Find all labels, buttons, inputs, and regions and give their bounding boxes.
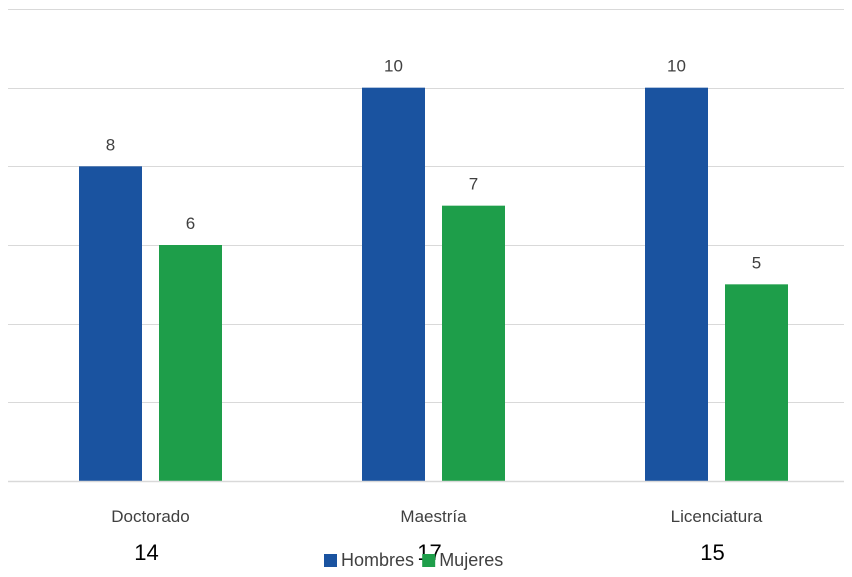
data-label-mujeres-doctorado: 6 — [186, 214, 195, 233]
bars — [79, 87, 788, 482]
bar-hombres-licenciatura — [645, 87, 708, 482]
bar-mujeres-doctorado — [159, 245, 222, 481]
bar-hombres-doctorado — [79, 166, 142, 482]
data-label-hombres-doctorado: 8 — [106, 135, 115, 154]
data-label-hombres-licenciatura: 10 — [667, 57, 686, 76]
bar-mujeres-maestría — [442, 205, 505, 481]
tick-label-doctorado: Doctorado — [111, 507, 189, 526]
legend-swatch-mujeres — [422, 554, 436, 567]
bar-hombres-maestría — [362, 87, 425, 482]
legend-swatch-hombres — [324, 554, 337, 567]
data-label-hombres-maestría: 10 — [384, 57, 403, 76]
total-doctorado: 14 — [134, 540, 158, 565]
data-label-mujeres-maestría: 7 — [469, 175, 478, 194]
category-tick-labels: Doctorado Maestría Licenciatura — [111, 507, 763, 526]
bar-mujeres-licenciatura — [725, 284, 788, 481]
legend: Hombres Mujeres — [324, 550, 503, 570]
tick-label-licenciatura: Licenciatura — [671, 507, 763, 526]
legend-label-hombres: Hombres — [341, 550, 414, 570]
total-licenciatura: 15 — [700, 540, 724, 565]
data-label-mujeres-licenciatura: 5 — [752, 253, 761, 272]
tick-label-maestría: Maestría — [400, 507, 467, 526]
legend-label-mujeres: Mujeres — [439, 550, 503, 570]
data-labels: 8 6 10 7 10 5 — [106, 57, 761, 273]
